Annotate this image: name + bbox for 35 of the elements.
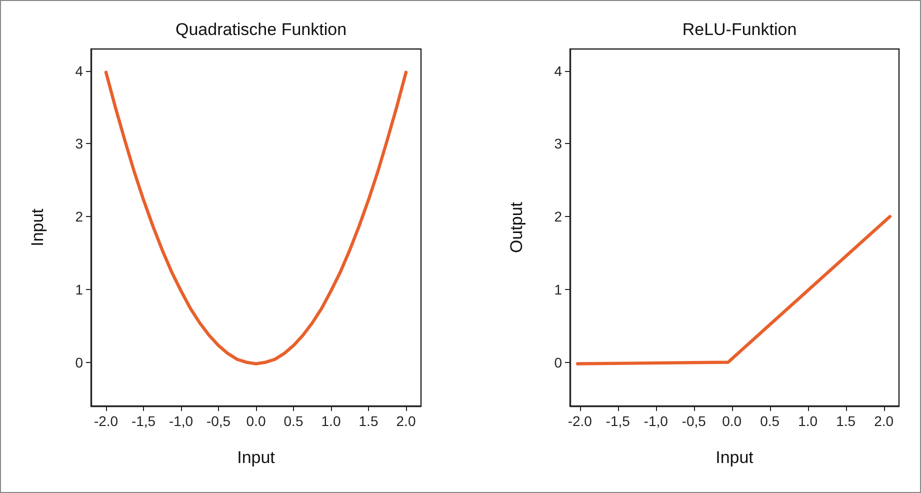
y-tick-label: 3 xyxy=(75,136,84,152)
x-tick-label: 0.5 xyxy=(760,413,780,429)
x-tick-label: 1.0 xyxy=(798,413,818,429)
y-tick-label: 1 xyxy=(554,281,562,298)
x-tick-label: -0,5 xyxy=(682,413,706,429)
x-tick-label: 0.0 xyxy=(246,413,266,429)
chart-title: Quadratische Funktion xyxy=(175,20,347,39)
x-tick-label: -1,0 xyxy=(644,413,668,429)
y-tick-label: 1 xyxy=(75,281,84,298)
x-tick-label: 1.5 xyxy=(358,413,378,429)
y-axis-title: Input xyxy=(28,208,47,246)
y-tick-label: 2 xyxy=(75,208,84,225)
x-tick-label: -0,5 xyxy=(206,413,231,429)
x-axis-title: Input xyxy=(716,448,754,467)
x-tick-label: -1,0 xyxy=(168,413,194,429)
y-tick-label: 0 xyxy=(75,354,84,370)
x-tick-label: -2.0 xyxy=(94,413,118,429)
x-tick-label: 1.0 xyxy=(321,413,341,429)
x-tick-label: 0.5 xyxy=(284,413,304,429)
x-tick-label: 2.0 xyxy=(396,413,416,429)
x-tick-label: -1,5 xyxy=(131,413,156,429)
line-series xyxy=(104,70,408,366)
x-tick-label: 0.0 xyxy=(722,413,742,429)
y-tick-label: 0 xyxy=(554,354,562,370)
y-axis-title: Output xyxy=(507,202,526,254)
x-axis-title: Input xyxy=(237,448,276,467)
y-tick-label: 4 xyxy=(554,62,562,79)
y-tick-label: 3 xyxy=(554,136,562,152)
y-tick-label: 4 xyxy=(75,62,84,79)
x-tick-label: -1,5 xyxy=(606,413,630,429)
x-tick-label: -2.0 xyxy=(568,413,592,429)
x-tick-label: 1.5 xyxy=(836,413,856,429)
y-tick-label: 2 xyxy=(554,208,562,225)
chart-title: ReLU-Funktion xyxy=(682,20,797,39)
x-tick-label: 2.0 xyxy=(874,413,894,429)
